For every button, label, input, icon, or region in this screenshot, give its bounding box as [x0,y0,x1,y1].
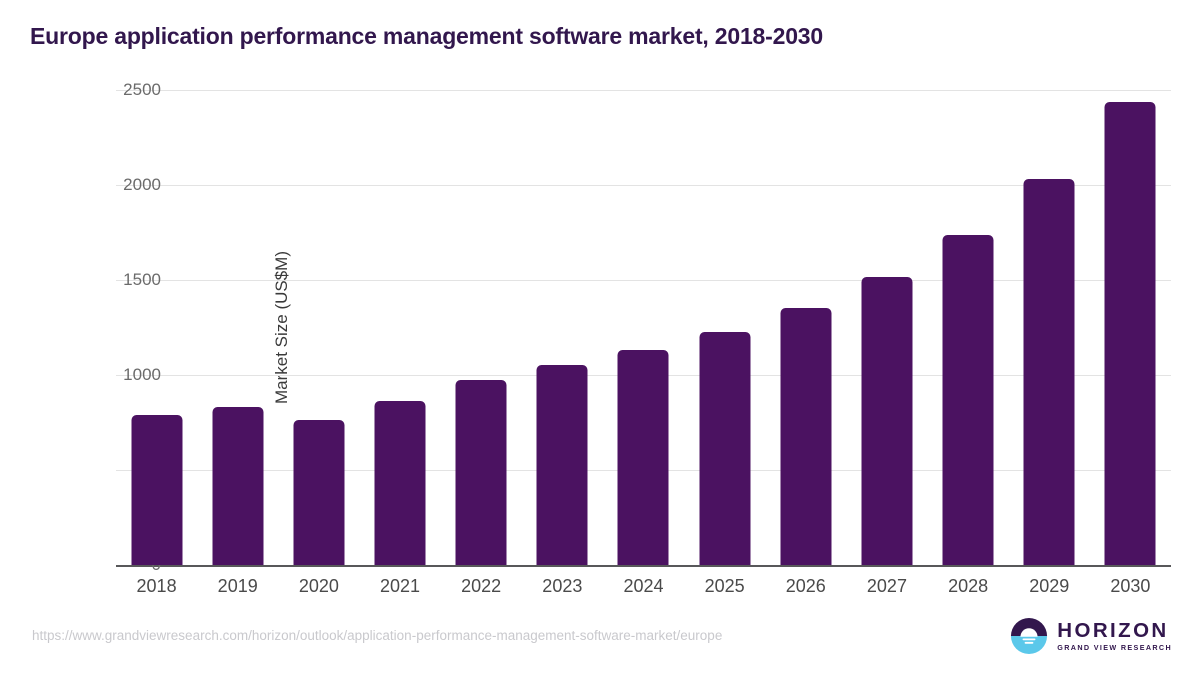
bar[interactable] [617,349,669,565]
logo-wordmark: HORIZON [1057,618,1169,642]
bar-group: 2029 [1009,90,1090,596]
bar-group: 2020 [278,90,359,596]
bar-series: 2018 2019 2020 2021 2022 2023 2024 2025 2026 2027… [116,90,1171,596]
bar-group: 2030 [1090,90,1171,596]
horizon-logo: HORIZON GRAND VIEW RESEARCH [1010,617,1172,655]
x-axis-tick-label: 2024 [623,576,664,596]
bar-group: 2021 [359,90,440,596]
bar-group: 2026 [765,90,846,596]
bar[interactable] [293,420,345,565]
x-axis-tick-label: 2029 [1029,576,1070,596]
bar[interactable] [374,401,426,565]
bar[interactable] [455,380,507,565]
x-axis-tick-label: 2022 [461,576,502,596]
logo-subtitle: GRAND VIEW RESEARCH [1057,643,1172,653]
horizon-sun-icon [1010,617,1048,655]
bar[interactable] [131,415,183,565]
bar[interactable] [1104,101,1156,565]
page-title: Europe application performance managemen… [30,23,823,49]
bar[interactable] [212,406,264,565]
y-axis-tick-label: 1000 [123,365,161,384]
y-axis-tick-label: 2500 [123,80,161,99]
bar-group: 2022 [441,90,522,596]
x-axis-tick-label: 2026 [785,576,826,596]
y-axis-tick-label: 2000 [123,175,161,194]
bar-group: 2024 [603,90,684,596]
bar[interactable] [780,308,832,565]
x-axis-tick-label: 2025 [704,576,745,596]
x-axis-tick-label: 2023 [542,576,583,596]
bar-group: 2028 [928,90,1009,596]
bar-group: 2027 [846,90,927,596]
gridline [116,90,1171,91]
y-axis-tick-label: 1500 [123,270,161,289]
x-axis-line [116,565,1171,567]
x-axis-tick-label: 2028 [948,576,989,596]
bar[interactable] [861,276,913,565]
bar-group: 2019 [197,90,278,596]
source-url[interactable]: https://www.grandviewresearch.com/horizo… [32,628,723,643]
x-axis-tick-label: 2020 [298,576,339,596]
bar[interactable] [536,364,588,565]
bar-group: 2023 [522,90,603,596]
x-axis-tick-label: 2027 [866,576,907,596]
bar[interactable] [699,332,751,565]
bar-group: 2025 [684,90,765,596]
x-axis-tick-label: 2030 [1110,576,1151,596]
gridline [116,185,1171,186]
x-axis-tick-label: 2019 [217,576,258,596]
gridline [116,280,1171,281]
bar[interactable] [1023,178,1075,565]
x-axis-tick-label: 2021 [379,576,421,596]
chart-plot-area: Market Size (US$M) 05001000150020002500 … [116,80,1171,596]
bar-group: 2018 [116,90,197,596]
bar[interactable] [942,234,994,565]
x-axis-tick-label: 2018 [136,576,177,596]
logo-text-block: HORIZON GRAND VIEW RESEARCH [1057,618,1172,653]
